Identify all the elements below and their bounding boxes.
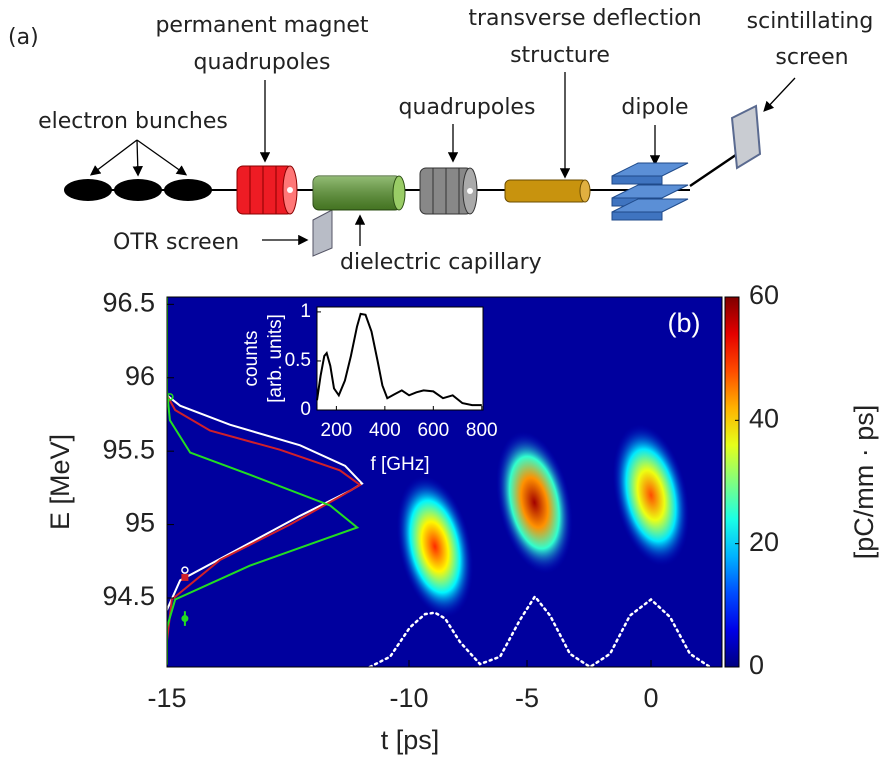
y-tick-label: 94.5	[102, 581, 155, 611]
bunch	[64, 179, 112, 201]
label: transverse deflection	[468, 6, 701, 31]
profile-line	[167, 297, 360, 666]
inset-line	[316, 312, 482, 407]
marker	[167, 393, 174, 401]
y-axis-label: counts	[241, 331, 262, 387]
colorbar	[724, 296, 740, 668]
y-axis-label: [arb. units]	[265, 314, 286, 403]
bunch	[164, 179, 212, 201]
y-axis-label: E [MeV]	[45, 434, 75, 530]
bunch-density	[396, 475, 474, 618]
y-tick-label: 95	[125, 508, 155, 538]
bunch-density	[612, 424, 690, 567]
dipole	[611, 162, 689, 221]
panel-label: (b)	[668, 308, 701, 338]
x-tick-label: -10	[389, 683, 428, 713]
plots: 94.5 95 95.5 96 96.5 -15 -10 -5 0 t [ps] E [MeV] (b…	[45, 280, 879, 755]
bunch	[114, 179, 162, 201]
x-axis-label: f [GHz]	[370, 454, 429, 475]
marker	[181, 573, 189, 581]
label: electron bunches	[38, 109, 228, 134]
label: screen	[775, 45, 848, 70]
pointers	[89, 72, 796, 246]
label: dielectric capillary	[340, 250, 542, 275]
deflector	[504, 179, 591, 203]
quadrupoles	[419, 167, 478, 215]
x-tick-label: 400	[369, 420, 401, 441]
panel-label: (a)	[8, 25, 39, 50]
bunch-density	[496, 431, 573, 574]
y-tick-label: 0.5	[285, 350, 311, 371]
marker	[181, 615, 189, 623]
label: permanent magnet	[155, 13, 368, 38]
x-tick-label: 800	[466, 420, 498, 441]
capillary	[312, 175, 406, 211]
colorbar-tick-label: 40	[749, 403, 779, 433]
x-tick-label: 600	[417, 420, 449, 441]
colorbar-tick-label: 60	[749, 280, 779, 310]
colorbar-label: [pC/mm · ps]	[849, 405, 879, 560]
x-tick-label: 200	[321, 420, 353, 441]
diagram: (a) permanent magnet quadrupoles transve…	[8, 6, 873, 275]
profile-line	[167, 394, 362, 642]
y-tick-label: 1	[300, 301, 311, 322]
label: OTR screen	[113, 230, 239, 255]
y-tick-label: 95.5	[102, 434, 155, 464]
label: quadrupoles	[194, 50, 331, 75]
label: scintillating	[747, 9, 874, 34]
plot-content	[167, 297, 712, 667]
x-tick-label: -15	[147, 683, 186, 713]
x-tick-label: -5	[515, 683, 539, 713]
label: dipole	[621, 95, 688, 120]
marker	[181, 566, 189, 574]
otr-screen	[312, 209, 333, 257]
colorbar-tick-label: 0	[749, 650, 764, 680]
y-tick-label: 96	[125, 361, 155, 391]
x-axis-label: t [ps]	[381, 725, 440, 755]
profile-line	[368, 594, 712, 667]
y-tick-label: 0	[300, 399, 311, 420]
scintillating-screen	[730, 104, 762, 170]
y-tick-label: 96.5	[102, 287, 155, 317]
inset-background	[316, 306, 484, 411]
pm-quadrupoles	[236, 165, 298, 215]
colorbar-tick-label: 20	[749, 527, 779, 557]
plot-frame	[166, 296, 723, 668]
label: quadrupoles	[399, 95, 536, 120]
x-tick-label: 0	[643, 683, 658, 713]
label: structure	[510, 43, 610, 68]
